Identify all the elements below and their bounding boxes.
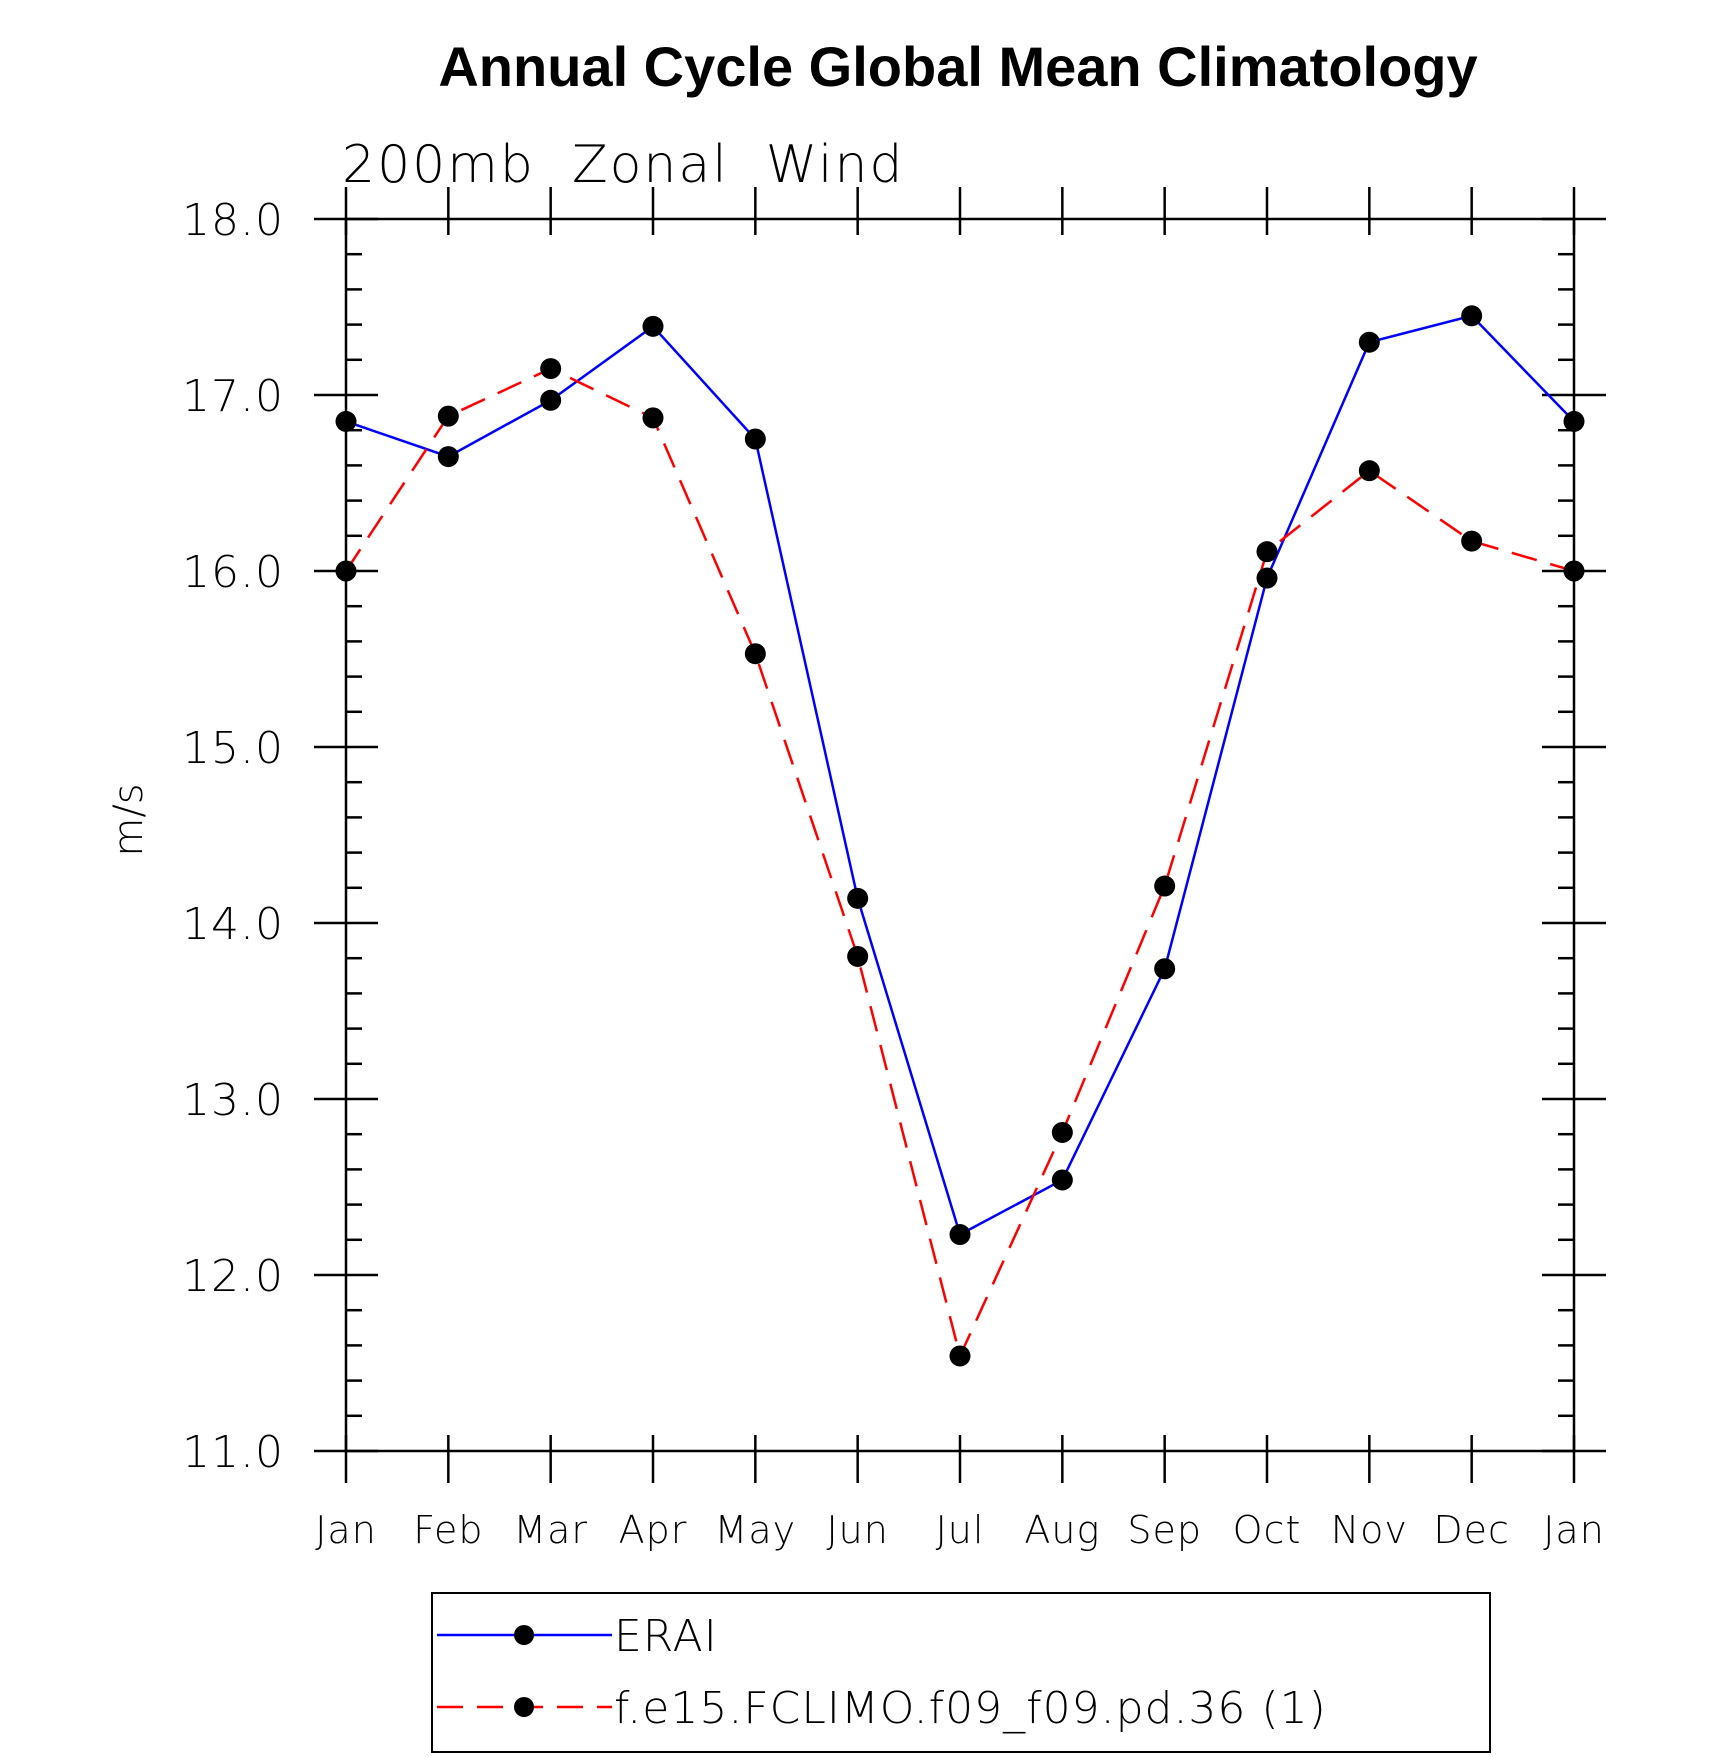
x-tick-label: Aug: [1024, 1508, 1100, 1552]
plot-frame: [344, 217, 1576, 1453]
legend: ERAI f.e15.FCLIMO.f09_f09.pd.36 (1): [431, 1592, 1491, 1753]
x-tick-label: Apr: [619, 1508, 688, 1552]
data-point-1: [1051, 1121, 1073, 1143]
data-point-0: [642, 315, 664, 337]
data-point-1: [847, 945, 869, 967]
legend-label-model: f.e15.FCLIMO.f09_f09.pd.36 (1): [614, 1683, 1327, 1734]
y-tick-labels: 11.0 12.0 13.0 14.0 15.0 16.0 17.0 18.0: [182, 195, 284, 1478]
x-tick-label: Sep: [1127, 1508, 1202, 1552]
legend-marker-model: [514, 1697, 534, 1717]
y-tick-label: 15.0: [182, 723, 284, 774]
data-point-1: [1154, 875, 1176, 897]
y-tick-label: 14.0: [182, 899, 284, 950]
axis-ticks: [314, 187, 1606, 1483]
y-axis-label: m/s: [106, 783, 152, 856]
data-point-1: [437, 405, 459, 427]
data-point-1: [1563, 560, 1585, 582]
data-point-1: [1358, 460, 1380, 482]
data-point-0: [540, 389, 562, 411]
data-point-0: [1563, 410, 1585, 432]
data-point-1: [540, 358, 562, 380]
x-tick-label: Jun: [826, 1508, 888, 1552]
y-tick-label: 18.0: [182, 195, 284, 246]
data-point-1: [949, 1345, 971, 1367]
y-tick-label: 11.0: [182, 1427, 284, 1478]
x-tick-labels: Jan Feb Mar Apr May Jun Jul Aug Sep Oct Nov Dec Jan: [315, 1508, 1605, 1552]
x-tick-label: Jan: [315, 1508, 377, 1552]
data-point-0: [1256, 567, 1278, 589]
data-point-0: [437, 446, 459, 468]
x-tick-label: Dec: [1433, 1508, 1510, 1552]
series-layer: [335, 305, 1585, 1367]
x-tick-label: Jul: [936, 1508, 985, 1552]
series-line-1: [344, 367, 1575, 1360]
data-point-0: [1461, 305, 1483, 327]
data-point-0: [1051, 1169, 1073, 1191]
data-point-0: [1358, 331, 1380, 353]
x-tick-label: Nov: [1331, 1508, 1408, 1552]
data-point-0: [1154, 958, 1176, 980]
chart-title: Annual Cycle Global Mean Climatology: [438, 35, 1477, 98]
x-tick-label: May: [715, 1508, 797, 1552]
legend-label-erai: ERAI: [614, 1611, 718, 1662]
chart-subtitle: 200mb Zonal Wind: [342, 135, 904, 195]
legend-marker-erai: [514, 1625, 534, 1645]
x-tick-label: Mar: [513, 1508, 588, 1552]
data-point-0: [335, 410, 357, 432]
series-line-0: [345, 314, 1575, 1237]
data-point-0: [847, 887, 869, 909]
data-point-1: [642, 407, 664, 429]
x-tick-label: Jan: [1543, 1508, 1605, 1552]
data-point-1: [335, 560, 357, 582]
y-tick-label: 16.0: [182, 547, 284, 598]
data-point-0: [949, 1224, 971, 1246]
y-tick-label: 13.0: [182, 1075, 284, 1126]
y-tick-label: 12.0: [182, 1251, 284, 1302]
data-point-1: [1256, 541, 1278, 563]
y-tick-label: 17.0: [182, 371, 284, 422]
x-tick-label: Feb: [413, 1508, 483, 1552]
data-point-0: [744, 428, 766, 450]
data-point-1: [1461, 530, 1483, 552]
legend-box: [431, 1592, 1491, 1753]
data-point-1: [744, 643, 766, 665]
x-tick-label: Oct: [1233, 1508, 1302, 1552]
